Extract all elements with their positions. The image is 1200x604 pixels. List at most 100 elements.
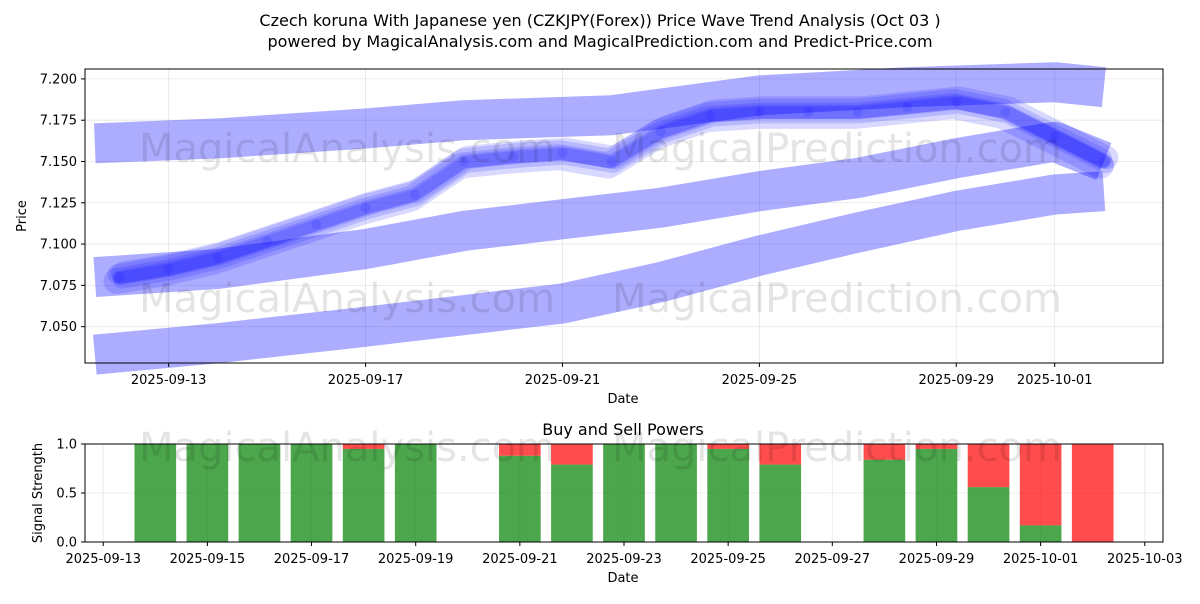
price-point xyxy=(852,106,863,117)
watermark-magicalprediction: MagicalPrediction.com xyxy=(612,276,1062,322)
price-chart: MagicalAnalysis.com MagicalPrediction.co… xyxy=(15,62,1164,407)
price-y-tick-label: 7.050 xyxy=(40,320,77,335)
price-wave-line xyxy=(113,96,1115,289)
buy-power-bar xyxy=(1019,525,1062,542)
buy-power-bar xyxy=(186,444,229,542)
price-point xyxy=(114,272,125,283)
power-x-axis-label: Date xyxy=(607,571,638,586)
price-x-tick-label: 2025-09-17 xyxy=(328,373,404,388)
price-point xyxy=(557,148,568,159)
sell-power-bar xyxy=(863,444,906,460)
price-y-axis-label: Price xyxy=(15,200,30,232)
sell-power-bar xyxy=(759,444,802,465)
price-wave-line xyxy=(111,86,1119,285)
power-x-tick-label: 2025-09-23 xyxy=(586,552,662,567)
trend-band xyxy=(94,62,1106,164)
power-y-tick-label: 0.0 xyxy=(56,536,77,551)
buy-power-bar xyxy=(290,444,333,542)
buy-power-bar xyxy=(134,444,177,542)
watermark-magicalanalysis: MagicalAnalysis.com xyxy=(139,276,555,322)
watermark-magicalanalysis: MagicalAnalysis.com xyxy=(139,126,555,172)
buy-power-bar xyxy=(915,448,958,542)
price-point xyxy=(459,156,470,167)
power-watermarks: MagicalAnalysis.com MagicalPrediction.co… xyxy=(139,425,1062,471)
power-y-tick-label: 0.5 xyxy=(56,487,77,502)
power-y-axis-label: Signal Strength xyxy=(31,443,46,543)
power-x-tick-label: 2025-09-15 xyxy=(170,552,246,567)
price-point xyxy=(803,106,814,117)
buy-power-bar xyxy=(707,448,749,542)
power-bars xyxy=(134,444,1114,542)
sell-power-bar xyxy=(1019,444,1062,526)
price-point xyxy=(508,151,519,162)
power-x-tick-label: 2025-09-19 xyxy=(378,552,454,567)
price-x-tick-label: 2025-09-21 xyxy=(525,373,601,388)
buy-power-bar xyxy=(238,444,281,542)
power-x-tick-label: 2025-09-21 xyxy=(482,552,558,567)
price-x-tick-label: 2025-09-13 xyxy=(131,373,207,388)
power-y-tick-label: 1.0 xyxy=(56,438,77,453)
sell-power-bar xyxy=(1071,444,1114,542)
price-point xyxy=(606,156,617,167)
power-x-axis: 2025-09-13 2025-09-15 2025-09-17 2025-09-19… xyxy=(65,542,1183,567)
buy-power-bar xyxy=(967,487,1010,542)
sell-power-bar xyxy=(915,444,958,449)
price-x-tick-label: 2025-09-25 xyxy=(722,373,798,388)
buy-power-bar xyxy=(863,459,906,542)
price-y-tick-label: 7.075 xyxy=(40,279,77,294)
price-point xyxy=(1098,156,1109,167)
price-y-tick-label: 7.200 xyxy=(40,72,77,87)
power-x-tick-label: 2025-09-29 xyxy=(899,552,975,567)
price-y-tick-label: 7.125 xyxy=(40,196,77,211)
buy-power-bar xyxy=(603,444,645,542)
price-point xyxy=(262,235,273,246)
power-y-axis: 0.0 0.5 1.0 xyxy=(56,438,85,551)
price-x-axis: 2025-09-13 2025-09-17 2025-09-21 2025-09-25… xyxy=(131,363,1093,388)
power-x-tick-label: 2025-10-03 xyxy=(1107,552,1183,567)
price-y-tick-label: 7.175 xyxy=(40,114,77,129)
price-point xyxy=(951,97,962,108)
price-x-tick-label: 2025-10-01 xyxy=(1017,373,1093,388)
price-point xyxy=(902,101,913,112)
sell-power-bar xyxy=(707,444,749,449)
sell-power-bar xyxy=(342,444,385,449)
price-point xyxy=(409,189,420,200)
price-x-axis-label: Date xyxy=(607,392,638,407)
price-wave-line xyxy=(107,89,1112,285)
price-y-tick-label: 7.100 xyxy=(40,238,77,253)
watermark-magicalprediction: MagicalPrediction.com xyxy=(612,126,1062,172)
price-watermarks: MagicalAnalysis.com MagicalPrediction.co… xyxy=(139,126,1062,322)
buy-power-bar xyxy=(342,448,385,542)
buy-power-bar xyxy=(499,455,541,542)
price-wave-line xyxy=(103,93,1114,295)
price-x-tick-label: 2025-09-29 xyxy=(918,373,994,388)
buy-power-bar xyxy=(394,444,437,542)
price-grid xyxy=(85,69,1163,363)
price-point xyxy=(360,202,371,213)
power-x-tick-label: 2025-09-13 xyxy=(65,552,141,567)
price-point xyxy=(163,263,174,274)
sell-power-bar xyxy=(499,444,541,456)
power-chart-title: Buy and Sell Powers xyxy=(542,420,704,439)
buy-power-bar xyxy=(759,464,802,542)
price-wave-line xyxy=(112,95,1111,285)
watermark-magicalanalysis: MagicalAnalysis.com xyxy=(139,425,555,471)
chart-title-line1: Czech koruna With Japanese yen (CZKJPY(F… xyxy=(259,11,940,30)
price-point xyxy=(212,252,223,263)
power-x-tick-label: 2025-09-17 xyxy=(274,552,350,567)
price-y-axis: 7.050 7.075 7.100 7.125 7.150 7.175 7.200 xyxy=(40,72,85,335)
sell-power-bar xyxy=(967,444,1010,488)
power-x-tick-label: 2025-09-27 xyxy=(795,552,871,567)
price-point xyxy=(655,126,666,137)
price-wave-series xyxy=(103,86,1119,295)
price-point xyxy=(705,110,716,121)
price-trend-bands xyxy=(92,62,1112,375)
price-point xyxy=(311,219,322,230)
trend-band xyxy=(93,121,1112,298)
sell-power-bar xyxy=(551,444,593,465)
price-plot-frame xyxy=(84,68,1164,364)
power-x-tick-label: 2025-09-25 xyxy=(690,552,766,567)
price-point xyxy=(754,106,765,117)
chart-title-line2: powered by MagicalAnalysis.com and Magic… xyxy=(267,32,932,51)
